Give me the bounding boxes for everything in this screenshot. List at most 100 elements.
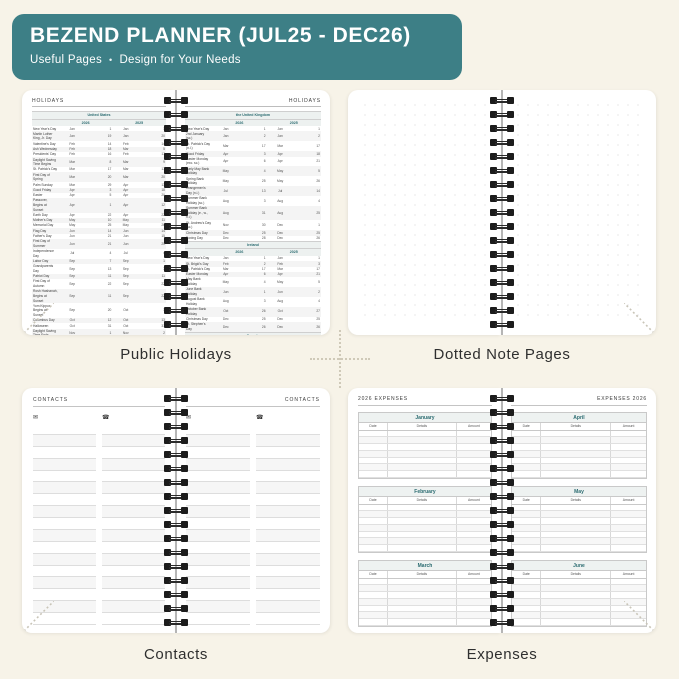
expense-row[interactable] xyxy=(512,619,646,627)
contact-row[interactable] xyxy=(256,566,320,578)
expense-row[interactable] xyxy=(359,471,491,479)
expense-row[interactable] xyxy=(512,578,646,586)
contact-row[interactable] xyxy=(186,553,250,566)
contact-row[interactable] xyxy=(102,471,165,483)
contact-row[interactable] xyxy=(256,553,320,566)
expense-row[interactable] xyxy=(512,605,646,613)
contact-row[interactable] xyxy=(33,506,96,518)
contact-row[interactable] xyxy=(33,447,96,459)
expense-row[interactable] xyxy=(359,430,491,438)
expense-row[interactable] xyxy=(359,585,491,593)
contact-row[interactable] xyxy=(256,529,320,542)
contact-row[interactable] xyxy=(186,434,250,447)
contact-row[interactable] xyxy=(102,494,165,507)
expense-row[interactable] xyxy=(359,531,491,539)
contact-row[interactable] xyxy=(102,542,165,554)
contact-row[interactable] xyxy=(102,553,165,566)
expense-row[interactable] xyxy=(359,545,491,553)
contact-row[interactable] xyxy=(33,577,96,590)
expense-row[interactable] xyxy=(512,430,646,438)
contact-row[interactable] xyxy=(33,423,96,435)
expense-row[interactable] xyxy=(359,504,491,512)
expense-row[interactable] xyxy=(512,450,646,458)
contact-row[interactable] xyxy=(256,482,320,495)
contact-row[interactable] xyxy=(33,482,96,495)
contact-row[interactable] xyxy=(186,566,250,578)
contact-row[interactable] xyxy=(102,566,165,578)
contact-row[interactable] xyxy=(186,494,250,507)
contact-row[interactable] xyxy=(33,601,96,613)
contact-row[interactable] xyxy=(256,423,320,435)
expense-row[interactable] xyxy=(359,524,491,532)
expense-row[interactable] xyxy=(359,444,491,451)
contact-row[interactable] xyxy=(186,577,250,590)
contact-row[interactable] xyxy=(186,529,250,542)
contact-row[interactable] xyxy=(102,447,165,459)
contact-row[interactable] xyxy=(102,518,165,530)
contact-row[interactable] xyxy=(102,506,165,518)
contact-row[interactable] xyxy=(102,601,165,613)
expense-row[interactable] xyxy=(359,538,491,546)
contact-row[interactable] xyxy=(256,601,320,613)
contact-row[interactable] xyxy=(33,553,96,566)
contact-row[interactable] xyxy=(186,423,250,435)
contact-row[interactable] xyxy=(33,566,96,578)
contact-row[interactable] xyxy=(102,589,165,602)
contact-row[interactable] xyxy=(33,589,96,602)
expense-row[interactable] xyxy=(512,545,646,553)
expense-row[interactable] xyxy=(359,605,491,613)
expense-row[interactable] xyxy=(359,598,491,606)
contact-row[interactable] xyxy=(186,471,250,483)
contacts-lines-phone[interactable] xyxy=(256,423,320,625)
contact-row[interactable] xyxy=(256,471,320,483)
contact-row[interactable] xyxy=(256,589,320,602)
contact-row[interactable] xyxy=(186,482,250,495)
expense-row[interactable] xyxy=(359,511,491,519)
expense-row[interactable] xyxy=(359,457,491,465)
contact-row[interactable] xyxy=(33,542,96,554)
contact-row[interactable] xyxy=(102,577,165,590)
contact-row[interactable] xyxy=(33,518,96,530)
contact-row[interactable] xyxy=(33,471,96,483)
expense-row[interactable] xyxy=(512,464,646,472)
contact-row[interactable] xyxy=(186,613,250,625)
expense-row[interactable] xyxy=(512,592,646,599)
expense-row[interactable] xyxy=(359,578,491,586)
contact-row[interactable] xyxy=(186,447,250,459)
contact-row[interactable] xyxy=(256,542,320,554)
contact-row[interactable] xyxy=(256,458,320,471)
contact-row[interactable] xyxy=(33,494,96,507)
expense-row[interactable] xyxy=(512,471,646,479)
contact-row[interactable] xyxy=(186,542,250,554)
contact-row[interactable] xyxy=(186,458,250,471)
contact-row[interactable] xyxy=(186,518,250,530)
contact-row[interactable] xyxy=(102,434,165,447)
contact-row[interactable] xyxy=(33,458,96,471)
contacts-lines-phone[interactable] xyxy=(102,423,165,625)
contact-row[interactable] xyxy=(102,482,165,495)
expense-row[interactable] xyxy=(359,450,491,458)
expense-row[interactable] xyxy=(512,524,646,532)
expense-row[interactable] xyxy=(512,437,646,445)
contact-row[interactable] xyxy=(102,613,165,625)
expense-row[interactable] xyxy=(359,437,491,445)
expense-row[interactable] xyxy=(359,612,491,620)
expense-row[interactable] xyxy=(512,612,646,620)
contact-row[interactable] xyxy=(256,447,320,459)
contact-row[interactable] xyxy=(256,577,320,590)
contact-row[interactable] xyxy=(256,494,320,507)
contact-row[interactable] xyxy=(256,434,320,447)
contact-row[interactable] xyxy=(102,423,165,435)
expense-row[interactable] xyxy=(359,518,491,525)
expense-row[interactable] xyxy=(512,585,646,593)
expense-row[interactable] xyxy=(512,457,646,465)
expense-row[interactable] xyxy=(512,518,646,525)
contact-row[interactable] xyxy=(33,434,96,447)
contact-row[interactable] xyxy=(102,529,165,542)
contact-row[interactable] xyxy=(186,589,250,602)
expense-row[interactable] xyxy=(359,592,491,599)
contact-row[interactable] xyxy=(256,613,320,625)
expense-row[interactable] xyxy=(512,511,646,519)
expense-row[interactable] xyxy=(512,444,646,451)
expense-row[interactable] xyxy=(359,464,491,472)
